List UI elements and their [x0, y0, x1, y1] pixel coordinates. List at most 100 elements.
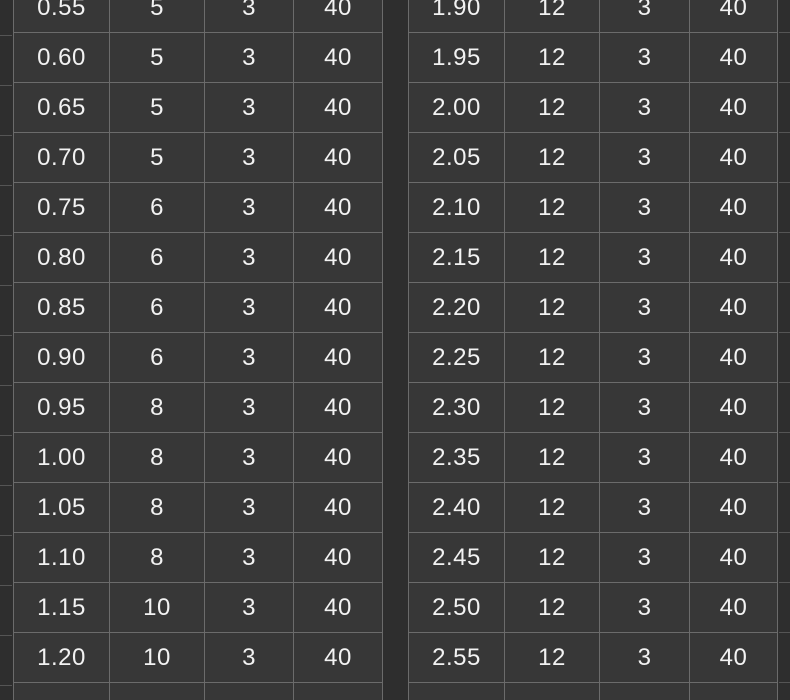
table-cell: 12	[505, 0, 600, 33]
sliver-row-line	[779, 583, 790, 633]
table-cell: 5	[110, 33, 205, 83]
table-cell: 0.85	[13, 283, 110, 333]
table-cell: 40	[690, 333, 778, 383]
sliver-row-line	[779, 483, 790, 533]
table-cell	[408, 683, 505, 700]
sliver-row-line	[779, 333, 790, 383]
table-cell: 3	[205, 533, 294, 583]
table-cell: 40	[690, 533, 778, 583]
table-cell: 40	[294, 633, 383, 683]
table-cell: 3	[205, 283, 294, 333]
table-cell: 2.45	[408, 533, 505, 583]
table-cell: 40	[294, 483, 383, 533]
table-cell: 2.25	[408, 333, 505, 383]
sliver-row-line	[0, 586, 12, 636]
table-cell: 12	[505, 583, 600, 633]
table-cell: 8	[110, 533, 205, 583]
right-data-table: 1.90 12 3 40 1.95 12 3 40 2.00 12 3 40 2.05 12 3 40 2.10…	[408, 0, 778, 700]
table-cell: 8	[110, 383, 205, 433]
table-cell: 6	[110, 283, 205, 333]
adjacent-table-sliver-left	[0, 0, 12, 700]
sliver-row-line	[0, 136, 12, 186]
sliver-row-line	[0, 0, 12, 36]
sliver-row-line	[0, 236, 12, 286]
sliver-row-line	[779, 183, 790, 233]
table-cell: 40	[294, 183, 383, 233]
table-cell	[505, 683, 600, 700]
table-cell: 2.40	[408, 483, 505, 533]
table-cell: 5	[110, 133, 205, 183]
table-cell: 2.35	[408, 433, 505, 483]
sliver-row-line	[0, 286, 12, 336]
table-cell: 40	[690, 483, 778, 533]
sliver-row-line	[0, 536, 12, 586]
table-cell: 1.00	[13, 433, 110, 483]
table-cell: 3	[205, 0, 294, 33]
table-cell: 1.20	[13, 633, 110, 683]
table-cell: 40	[690, 33, 778, 83]
sliver-row-line	[779, 383, 790, 433]
table-cell: 12	[505, 633, 600, 683]
table-cell: 10	[110, 583, 205, 633]
table-cell: 40	[294, 333, 383, 383]
table-cell: 2.15	[408, 233, 505, 283]
table-cell: 2.55	[408, 633, 505, 683]
table-cell: 0.55	[13, 0, 110, 33]
sliver-row-line	[779, 33, 790, 83]
table-cell: 3	[205, 83, 294, 133]
table-cell: 3	[600, 333, 690, 383]
table-cell: 12	[505, 533, 600, 583]
table-cell: 3	[205, 333, 294, 383]
sliver-row-line	[0, 36, 12, 86]
table-cell: 8	[110, 433, 205, 483]
table-cell: 6	[110, 333, 205, 383]
sliver-row-line	[779, 0, 790, 33]
table-cell: 2.50	[408, 583, 505, 633]
table-cell: 3	[205, 183, 294, 233]
table-cell	[690, 683, 778, 700]
table-cell: 12	[505, 33, 600, 83]
table-cell: 2.00	[408, 83, 505, 133]
table-cell: 10	[110, 633, 205, 683]
table-cell: 40	[690, 383, 778, 433]
sliver-row-line	[0, 486, 12, 536]
sliver-row-line	[779, 533, 790, 583]
sliver-row-line	[779, 683, 790, 700]
table-cell	[294, 683, 383, 700]
table-cell: 12	[505, 333, 600, 383]
table-cell: 40	[690, 0, 778, 33]
table-cell: 40	[294, 0, 383, 33]
table-cell: 40	[690, 133, 778, 183]
sliver-row-line	[0, 636, 12, 686]
table-cell: 40	[294, 33, 383, 83]
table-cell: 3	[205, 233, 294, 283]
left-data-table: 0.55 5 3 40 0.60 5 3 40 0.65 5 3 40 0.70 5 3 40 0.75 6 3 40…	[13, 0, 383, 700]
table-cell: 40	[294, 383, 383, 433]
table-cell: 12	[505, 133, 600, 183]
table-cell: 5	[110, 83, 205, 133]
table-cell: 3	[205, 33, 294, 83]
table-cell: 40	[690, 433, 778, 483]
table-cell: 3	[600, 133, 690, 183]
table-cell: 6	[110, 183, 205, 233]
sliver-row-line	[0, 436, 12, 486]
table-cell: 3	[205, 433, 294, 483]
table-cell: 3	[205, 133, 294, 183]
table-cell: 1.15	[13, 583, 110, 633]
table-cell: 0.95	[13, 383, 110, 433]
table-cell	[13, 683, 110, 700]
table-cell: 12	[505, 183, 600, 233]
table-cell: 0.70	[13, 133, 110, 183]
sliver-row-line	[779, 233, 790, 283]
table-cell: 0.90	[13, 333, 110, 383]
sliver-row-line	[0, 686, 12, 700]
table-cell: 0.80	[13, 233, 110, 283]
table-cell: 40	[690, 283, 778, 333]
table-cell: 12	[505, 283, 600, 333]
table-cell: 12	[505, 483, 600, 533]
table-cell: 1.05	[13, 483, 110, 533]
table-cell: 40	[690, 233, 778, 283]
sliver-row-line	[779, 633, 790, 683]
adjacent-table-sliver-right	[779, 0, 790, 700]
